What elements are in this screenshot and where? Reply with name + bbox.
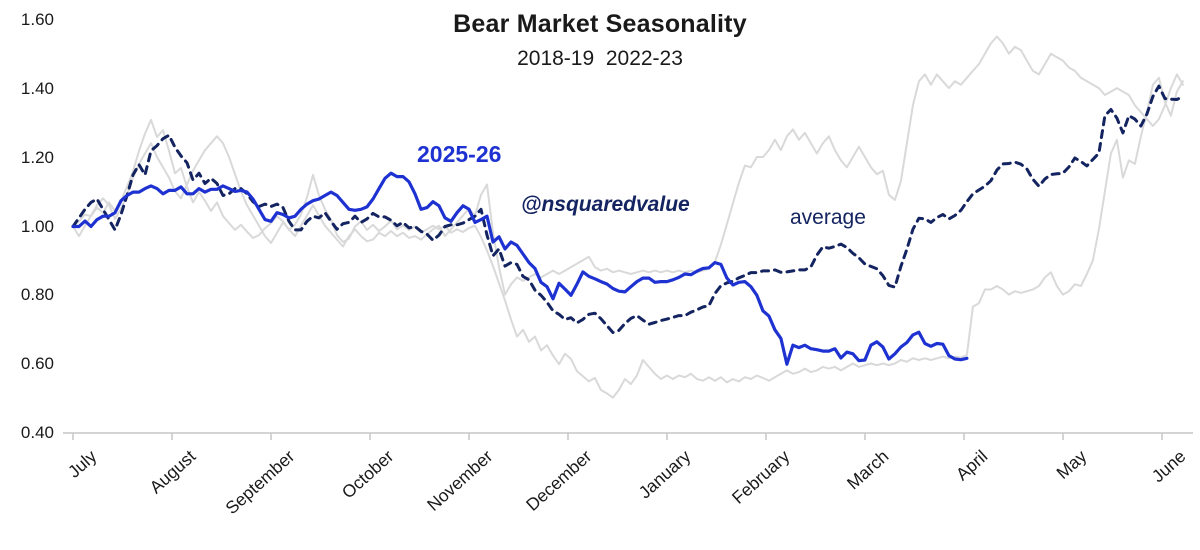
y-tick-label: 1.00 [20, 216, 54, 236]
watermark-label: @nsquaredvalue [521, 193, 690, 216]
y-tick-label: 1.60 [20, 10, 54, 29]
y-tick-label: 1.40 [20, 78, 54, 98]
series-line-average [71, 84, 1185, 334]
y-tick-label: 1.20 [20, 147, 54, 167]
y-tick-label: 0.80 [20, 285, 54, 305]
chart-title: Bear Market Seasonality [453, 10, 747, 38]
series-line-2025-26 [71, 171, 969, 366]
series-line-2022-23 [72, 35, 1184, 296]
series-label-average: average [790, 206, 866, 229]
y-tick-label: 0.60 [20, 354, 54, 374]
y-tick-label: 0.40 [20, 423, 54, 442]
chart-subtitle: 2018-19 2022-23 [517, 47, 683, 70]
series-label-2025-26: 2025-26 [417, 141, 502, 167]
series-line-2018-19 [72, 76, 1184, 399]
